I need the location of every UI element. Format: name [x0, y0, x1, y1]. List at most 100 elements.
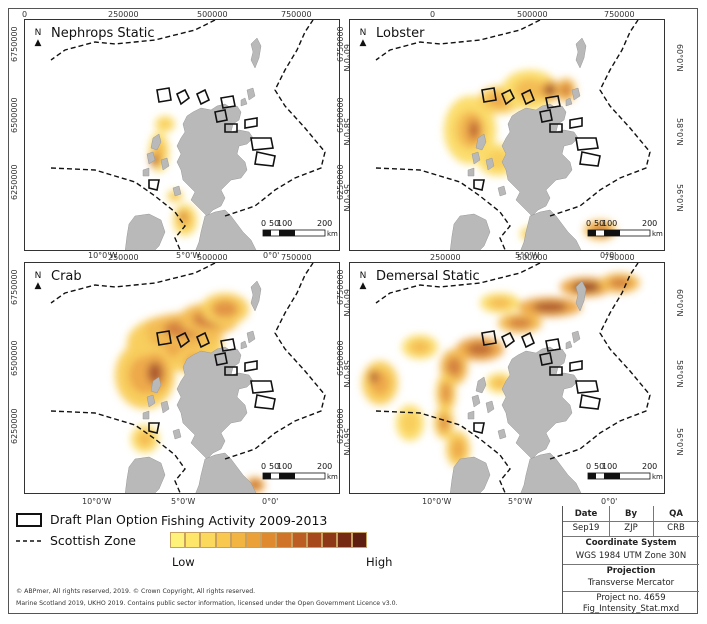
map-panel-nephrops-static[interactable]: 0 50 100 200 km N ▲ Nephrops Static: [24, 19, 340, 251]
by-value: ZJP: [624, 523, 638, 533]
island: [497, 428, 507, 440]
scottish-zone-line: [375, 263, 651, 493]
draft-plan-option: [224, 366, 238, 376]
longitude-tick: 0°0': [262, 497, 279, 506]
scale-bar-label: 200: [317, 462, 332, 471]
scottish-zone-line: [375, 20, 651, 250]
draft-plan-option: [244, 117, 258, 129]
northing-tick: 6250000: [10, 408, 19, 444]
qa-value: CRB: [667, 523, 685, 533]
island: [160, 157, 170, 171]
scale-bar-segment: [588, 473, 596, 479]
draft-plan-option: [220, 338, 236, 352]
date-value: Sep19: [572, 523, 600, 533]
divider: [563, 521, 699, 522]
fishing-intensity-layer: [115, 293, 265, 493]
latitude-tick: 60°0'N: [342, 44, 351, 72]
draft-plan-option: [220, 95, 236, 109]
easting-tick: 500000: [517, 253, 548, 262]
latitude-tick: 58°0'N: [675, 360, 684, 388]
ramp-swatch: [276, 532, 292, 548]
scale-bar-label: 50: [269, 462, 279, 471]
heat-core: [446, 357, 462, 377]
north-label: N: [359, 28, 367, 38]
longitude-tick: 5°0'W: [176, 251, 201, 260]
north-label: N: [359, 271, 367, 281]
map-panel-crab[interactable]: 0 50 100 200 km N ▲ Crab: [24, 262, 340, 494]
latitude-tick: 60°0'N: [342, 289, 351, 317]
ramp-swatch: [185, 532, 201, 548]
panel-title: Demersal Static: [376, 269, 480, 284]
heat-core: [489, 297, 511, 309]
island: [150, 133, 162, 151]
longitude-tick: 10°0'W: [88, 251, 118, 260]
map-panel-lobster[interactable]: 0 50 100 200 km N ▲ Lobster: [349, 19, 665, 251]
heat-core: [466, 342, 494, 356]
heat-core: [440, 382, 452, 404]
figure-frame: [8, 8, 698, 614]
island: [565, 340, 573, 350]
ramp-swatch: [352, 532, 368, 548]
draft-plan-option: [545, 95, 561, 109]
northing-tick: 6750000: [10, 269, 19, 305]
heat-core: [532, 301, 568, 313]
draft-plan-option: [549, 366, 563, 376]
draft-plan-option: [175, 331, 191, 349]
draft-plan-option: [549, 123, 563, 133]
heat-core: [544, 84, 556, 96]
draft-plan-option: [156, 330, 172, 346]
latitude-tick: 56°0'N: [342, 184, 351, 212]
scale-bar-label: 100: [277, 219, 292, 228]
scottish-zone-swatch: [16, 540, 44, 542]
scale-bar-label: 100: [277, 462, 292, 471]
scale-bar-segment: [279, 473, 295, 479]
draft-plan-option: [579, 394, 601, 410]
draft-plan-option: [148, 422, 160, 434]
heat-core: [451, 439, 465, 459]
draft-plan-option: [254, 151, 276, 167]
island: [142, 410, 150, 420]
draft-plan-option: [481, 87, 497, 103]
draft-plan-option: [569, 117, 583, 129]
scale-bar-label: 50: [594, 219, 604, 228]
longitude-tick: 5°0'W: [508, 497, 533, 506]
latitude-tick: 56°0'N: [342, 428, 351, 456]
ramp-swatch: [230, 532, 246, 548]
island: [467, 167, 475, 177]
north-arrow-icon: N ▲: [34, 28, 42, 48]
ramp-swatch: [306, 532, 322, 548]
island: [150, 376, 162, 394]
ramp-swatch: [215, 532, 231, 548]
easting-tick: 750000: [281, 10, 312, 19]
northing-tick: 6500000: [10, 340, 19, 376]
latitude-tick: 58°0'N: [342, 360, 351, 388]
scale-bar-label: 50: [594, 462, 604, 471]
scale-bar-segment: [279, 230, 295, 236]
northing-tick: 6500000: [10, 97, 19, 133]
draft-plan-option: [520, 331, 536, 349]
panel-title: Crab: [51, 269, 82, 284]
scale-bar-unit: km: [327, 473, 338, 481]
map-panel-demersal-static[interactable]: 0 50 100 200 km N ▲ Demersal Static: [349, 262, 665, 494]
easting-tick: 750000: [604, 10, 635, 19]
scale-bar-label: 200: [317, 219, 332, 228]
draft-plan-option: [195, 88, 211, 106]
draft-plan-option: [250, 137, 274, 151]
ireland-land: [124, 213, 166, 250]
island: [471, 394, 481, 408]
easting-tick: 250000: [430, 253, 461, 262]
latitude-tick: 60°0'N: [675, 289, 684, 317]
scale-bar-label: 0: [586, 462, 591, 471]
draft-plan-option: [545, 338, 561, 352]
draft-plan-option: [195, 331, 211, 349]
draft-plan-option: [575, 380, 599, 394]
scottish-zone-line: [50, 20, 326, 250]
divider: [609, 506, 610, 536]
ireland-land: [449, 456, 491, 493]
